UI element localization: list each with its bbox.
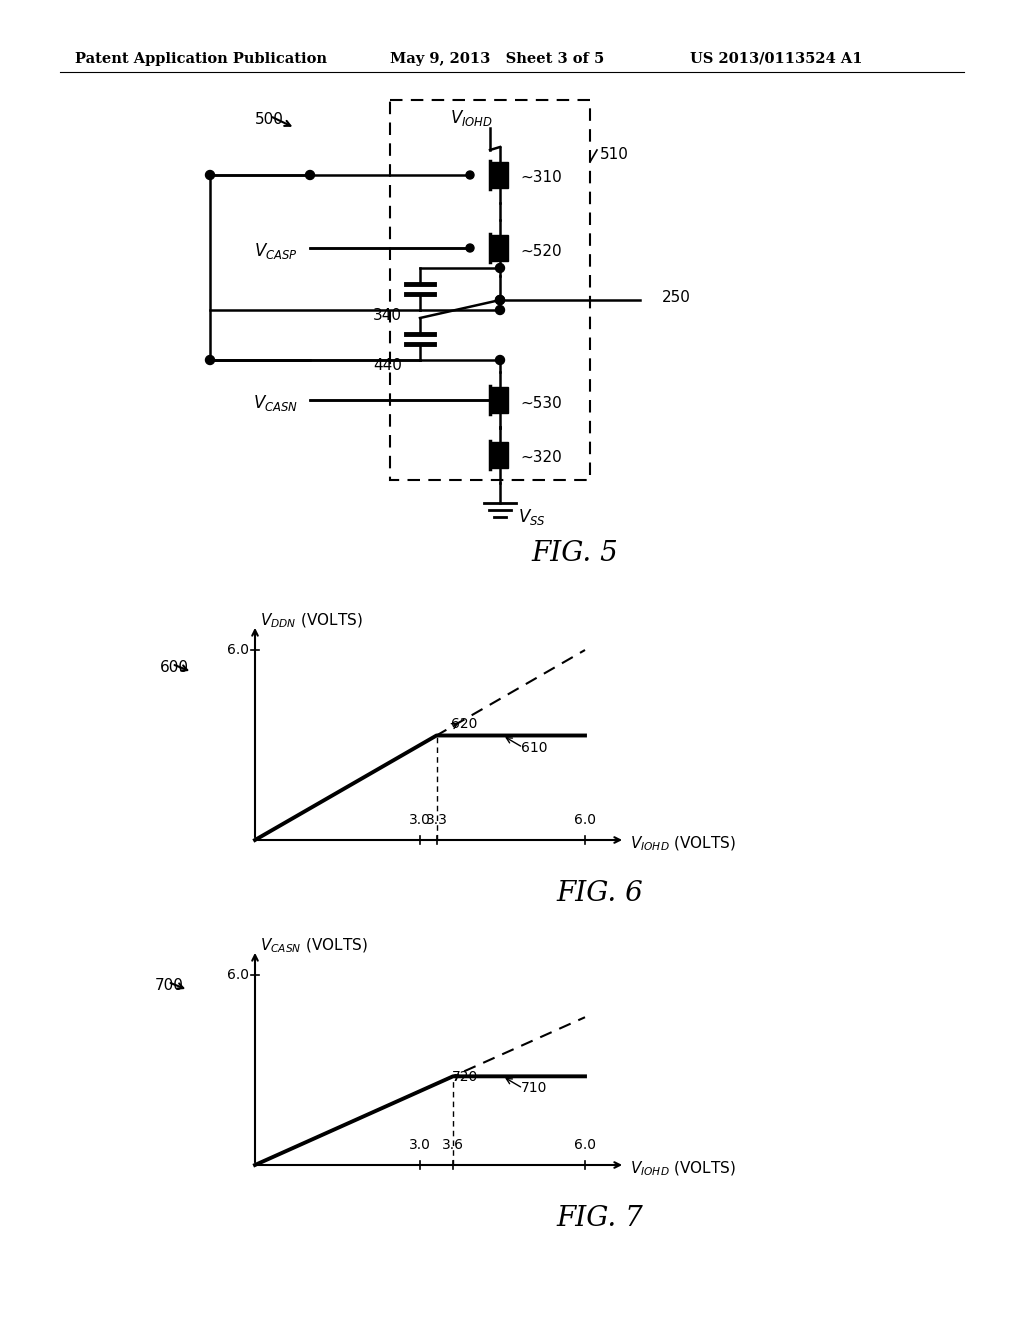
Text: 510: 510 <box>600 147 629 162</box>
Text: $V_{SS}$: $V_{SS}$ <box>518 507 546 527</box>
Text: ~320: ~320 <box>520 450 562 466</box>
Circle shape <box>206 355 214 364</box>
Circle shape <box>496 296 505 305</box>
Text: 440: 440 <box>373 358 402 374</box>
Text: 700: 700 <box>155 978 184 993</box>
Bar <box>490 442 508 469</box>
Circle shape <box>496 305 505 314</box>
Text: FIG. 6: FIG. 6 <box>557 880 643 907</box>
Text: 3.0: 3.0 <box>409 1138 431 1152</box>
Text: 720: 720 <box>452 1071 478 1084</box>
Text: 710: 710 <box>521 1081 548 1096</box>
Circle shape <box>305 170 314 180</box>
Circle shape <box>466 172 474 180</box>
Text: 500: 500 <box>255 112 284 127</box>
Text: ~310: ~310 <box>520 170 562 186</box>
Text: $V_{IOHD}$: $V_{IOHD}$ <box>451 108 494 128</box>
Text: Patent Application Publication: Patent Application Publication <box>75 51 327 66</box>
Text: ~520: ~520 <box>520 243 561 259</box>
Text: 3.0: 3.0 <box>409 813 431 828</box>
Circle shape <box>496 264 505 272</box>
Text: 6.0: 6.0 <box>574 1138 596 1152</box>
Text: $V_{IOHD}$ (VOLTS): $V_{IOHD}$ (VOLTS) <box>630 834 736 853</box>
Circle shape <box>466 244 474 252</box>
Text: $V_{CASN}$ (VOLTS): $V_{CASN}$ (VOLTS) <box>260 937 368 954</box>
Bar <box>490 162 508 187</box>
Text: US 2013/0113524 A1: US 2013/0113524 A1 <box>690 51 862 66</box>
Text: 600: 600 <box>160 660 189 675</box>
Circle shape <box>496 296 505 305</box>
Text: $V_{CASN}$: $V_{CASN}$ <box>253 393 298 413</box>
Text: ~530: ~530 <box>520 396 562 411</box>
Text: 3.6: 3.6 <box>442 1138 464 1152</box>
Text: 250: 250 <box>662 290 691 305</box>
Text: $V_{CASP}$: $V_{CASP}$ <box>254 242 298 261</box>
Text: May 9, 2013   Sheet 3 of 5: May 9, 2013 Sheet 3 of 5 <box>390 51 604 66</box>
Bar <box>490 387 508 413</box>
Text: $V_{IOHD}$ (VOLTS): $V_{IOHD}$ (VOLTS) <box>630 1160 736 1179</box>
Text: 610: 610 <box>521 741 548 755</box>
Bar <box>640 292 658 310</box>
Text: 340: 340 <box>373 308 402 323</box>
Text: FIG. 7: FIG. 7 <box>557 1205 643 1232</box>
Circle shape <box>496 355 505 364</box>
Bar <box>490 235 508 261</box>
Text: 6.0: 6.0 <box>227 968 249 982</box>
Text: FIG. 5: FIG. 5 <box>531 540 618 568</box>
Circle shape <box>206 170 214 180</box>
Text: $V_{DDN}$ (VOLTS): $V_{DDN}$ (VOLTS) <box>260 611 362 630</box>
Text: 620: 620 <box>452 718 478 731</box>
Text: 3.3: 3.3 <box>426 813 447 828</box>
Text: 6.0: 6.0 <box>574 813 596 828</box>
Text: 6.0: 6.0 <box>227 643 249 657</box>
